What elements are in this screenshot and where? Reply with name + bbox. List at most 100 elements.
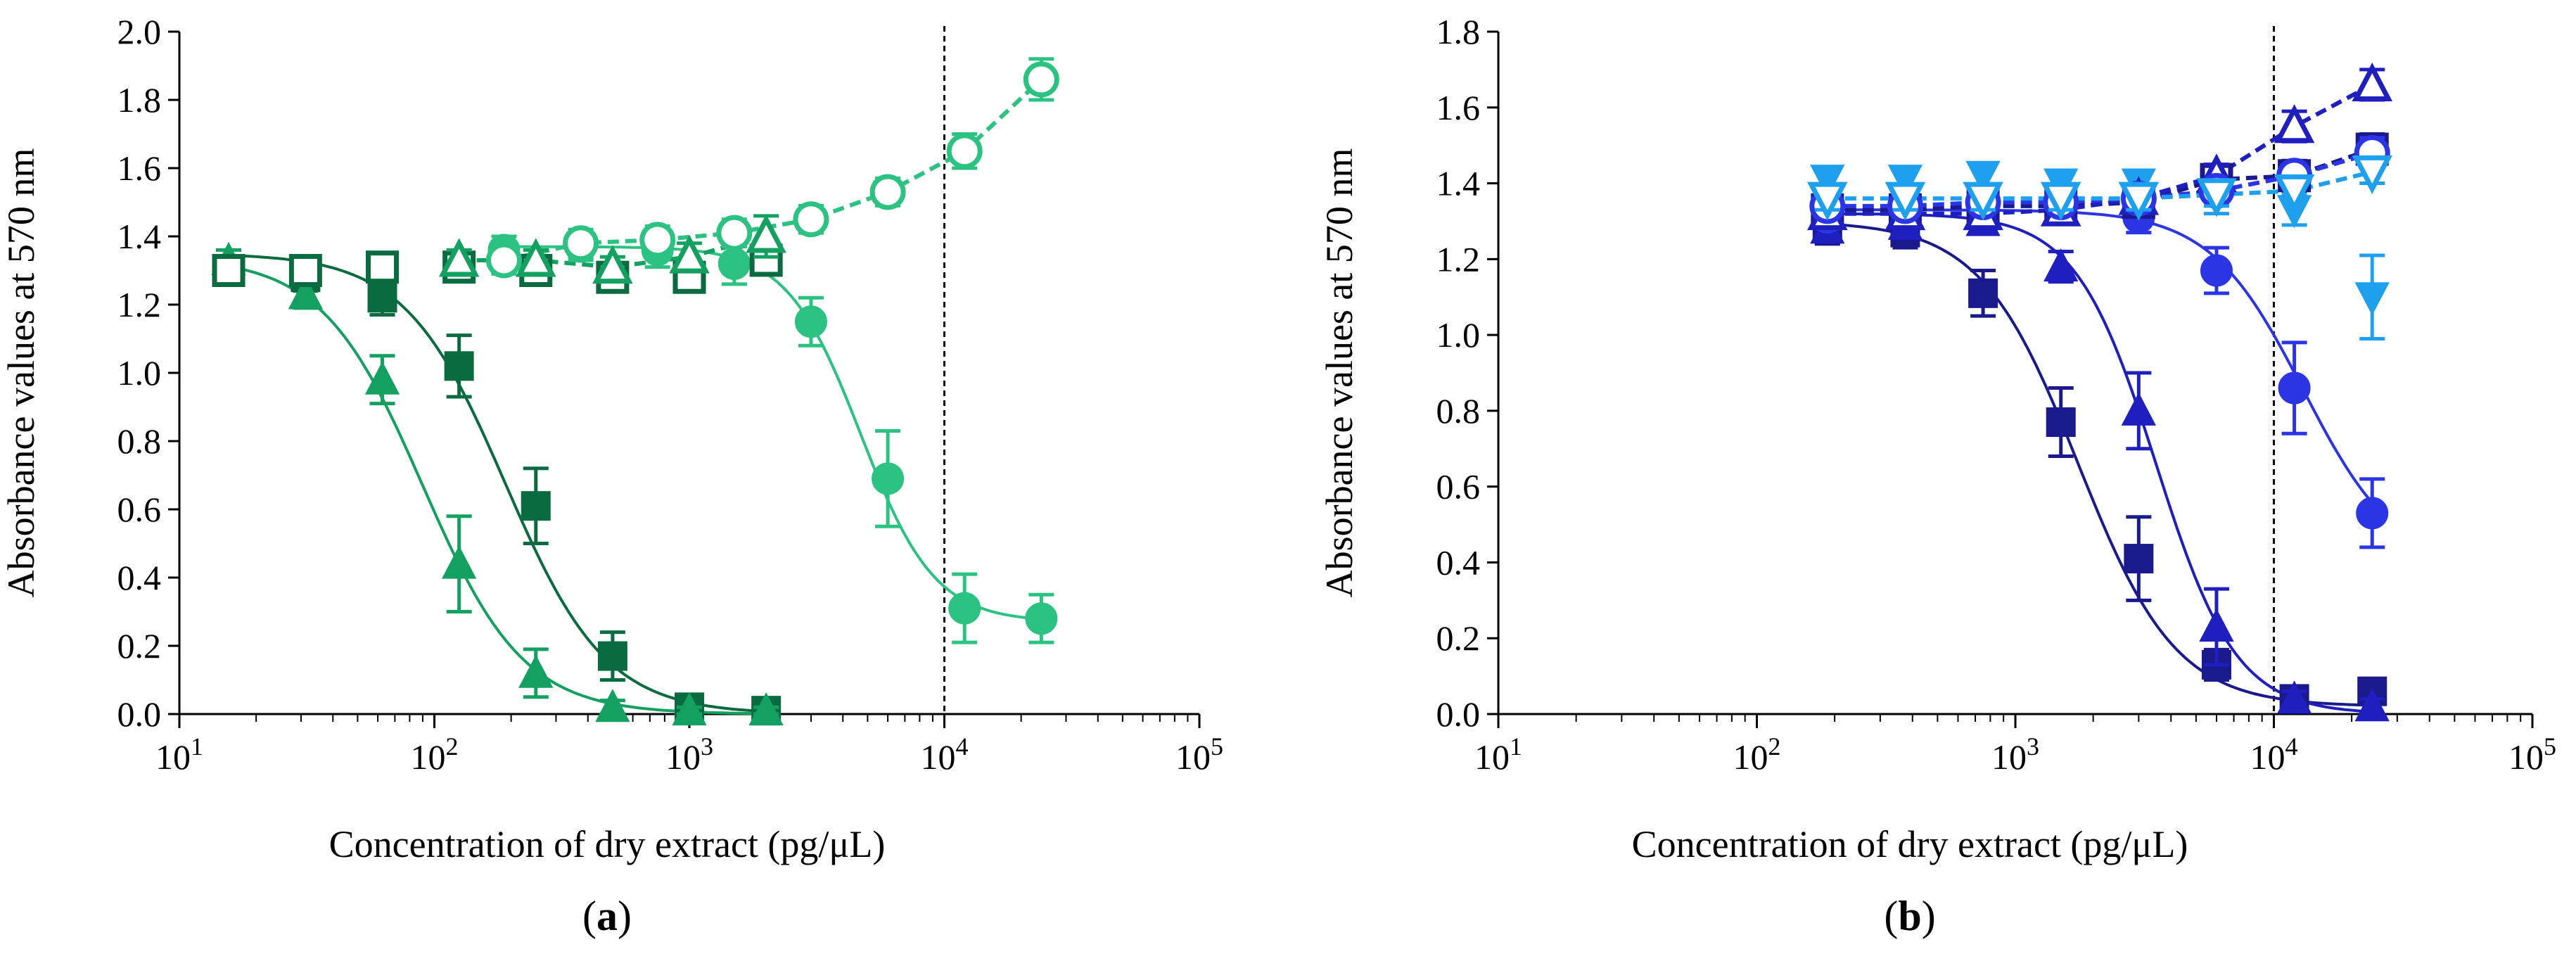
panel-a-y-tick-label: 1.8 (117, 80, 162, 120)
panel-b-chart: (b) 0.0 0.2 0.4 0.6 0.8 1.0 1.2 1.4 1.6 1.8 101 102… (1318, 12, 2556, 939)
panel-a-point (367, 283, 397, 313)
panel-b-y-tick-label: 0.0 (1436, 694, 1481, 734)
panel-a-point (518, 654, 554, 688)
panel-a-point (1023, 61, 1059, 98)
panel-a-y-tick-label: 1.6 (117, 148, 162, 188)
panel-a-x-axis-title: Concentration of dry extract (pg/μL) (329, 823, 886, 865)
panel-a-point (441, 545, 477, 579)
panel-a-label: (a) (582, 893, 632, 939)
panel-a-point (563, 225, 599, 262)
panel-b-point (1810, 165, 1845, 198)
panel-b-x-axis-title: Concentration of dry extract (pg/μL) (1632, 823, 2188, 865)
panel-a-fit-curve (504, 245, 1042, 621)
panel-b-fit-curve (1827, 208, 2373, 504)
panel-b-point (2352, 155, 2393, 194)
panel-a-point (872, 462, 905, 495)
panel-b-y-tick-label: 0.8 (1436, 391, 1481, 431)
panel-a-point (718, 247, 751, 280)
panel-b-y-tick-label: 0.6 (1436, 467, 1481, 507)
panel-a-y-tick-label: 0.0 (117, 694, 162, 734)
panel-b-y-tick-label: 1.4 (1436, 164, 1481, 203)
panel-a-point (746, 214, 786, 253)
panel-b-x-tick-label: 104 (2250, 732, 2298, 777)
panel-a-y-tick-label: 1.2 (117, 285, 162, 324)
panel-a-point (364, 361, 400, 395)
panel-a-point (212, 254, 246, 287)
panel-b-y-tick-label: 1.8 (1436, 12, 1481, 51)
panel-a-x-tick-label: 104 (921, 732, 969, 777)
panel-a-y-tick-label: 0.4 (117, 558, 162, 597)
panel-a-point (794, 305, 827, 338)
panel-b-point (2352, 62, 2393, 101)
panel-a-y-tick-label: 0.8 (117, 421, 162, 461)
panel-b-point (1885, 182, 1926, 221)
panel-b-point (2274, 174, 2315, 213)
panel-b-point (2276, 680, 2312, 714)
panel-a-fit-curve (228, 253, 767, 713)
panel-a-fit-curve (228, 265, 767, 715)
panel-b-point (2354, 282, 2390, 316)
panel-b-y-tick-label: 1.0 (1436, 315, 1481, 355)
panel-b-fit-curve (1827, 222, 2373, 707)
panel-a-point (1025, 602, 1058, 635)
panel-a-x-tick-label: 105 (1175, 732, 1223, 777)
panel-b-y-tick-label: 0.2 (1436, 618, 1481, 658)
panel-b-x-tick-label: 103 (1991, 732, 2039, 777)
panel-b-point (2278, 371, 2311, 405)
panel-a-point (595, 689, 630, 723)
panel-a-point (592, 245, 633, 284)
panel-b-point (2200, 254, 2233, 287)
panel-b-point (2356, 497, 2389, 530)
panel-b-point (2040, 182, 2081, 221)
panel-a-point (639, 222, 676, 258)
panel-b-y-tick-label: 0.4 (1436, 542, 1481, 582)
panel-b-point (2121, 392, 2156, 426)
panel-a-point (288, 276, 324, 310)
panel-a-point (946, 133, 983, 170)
panel-a-y-tick-label: 0.2 (117, 626, 162, 666)
panel-b-point (2043, 248, 2079, 282)
panel-a-y-tick-label: 1.4 (117, 217, 162, 256)
panel-b-point (1807, 182, 1848, 221)
panel-a-point (716, 215, 753, 251)
panel-a-chart: (a) 0.0 0.2 0.4 0.6 0.8 1.0 1.2 1.4 1.6 1.8 2.0 101… (0, 12, 1223, 939)
panel-a-point (869, 174, 906, 210)
panel-b-y-axis-title: Absorbance values at 570 nm (1318, 148, 1360, 598)
panel-b-point (2118, 182, 2160, 221)
panel-b-point (1963, 182, 2003, 221)
panel-a-point (366, 250, 400, 284)
panel-a-y-tick-label: 2.0 (117, 12, 162, 51)
panel-b-label: (b) (1884, 893, 1935, 939)
panel-a-point (521, 491, 551, 521)
panel-b-point (1887, 165, 1923, 198)
panel-b-point (2124, 544, 2154, 574)
panel-a-point (438, 238, 480, 277)
panel-b-point (2046, 407, 2076, 438)
panel-a-x-tick-label: 101 (155, 732, 203, 777)
panel-a-point (444, 351, 474, 381)
panel-b-point (2274, 104, 2315, 144)
panel-b-point (2196, 178, 2237, 217)
panel-b-y-tick-label: 1.2 (1436, 239, 1481, 279)
panel-a-point (288, 254, 322, 287)
panel-b-point (1968, 278, 1998, 308)
panel-b-point (2354, 688, 2390, 722)
panel-a-x-tick-label: 102 (411, 732, 459, 777)
panel-a-point (748, 692, 784, 726)
panel-b-point (1965, 160, 2001, 194)
panel-a-y-axis-title: Absorbance values at 570 nm (0, 148, 42, 598)
panel-b-fit-curve (1827, 212, 2373, 713)
panel-a-point (669, 234, 710, 274)
panel-a-y-tick-label: 0.6 (117, 490, 162, 529)
panel-a-point (948, 592, 981, 625)
panel-a-x-tick-label: 103 (665, 732, 713, 777)
panel-a-point (515, 238, 556, 277)
panel-a-y-tick-label: 1.0 (117, 353, 162, 393)
panel-b-point (2199, 608, 2234, 642)
panel-a-point (793, 201, 829, 238)
panel-b-x-tick-label: 105 (2508, 732, 2556, 777)
panel-a-point (672, 692, 707, 726)
panel-a-point (597, 641, 627, 671)
